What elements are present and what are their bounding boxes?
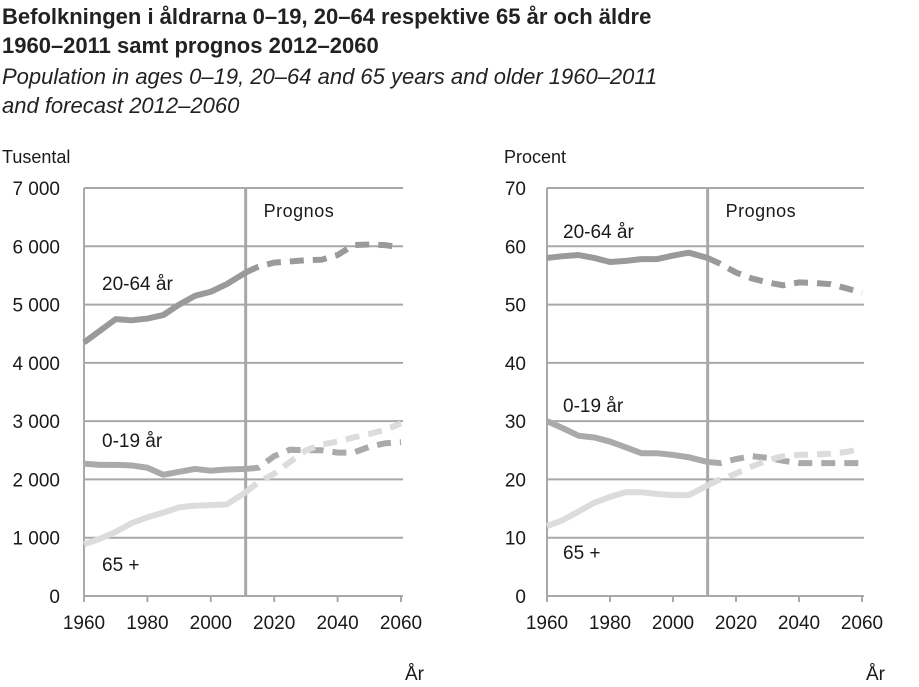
x-tick-label: 2040 [316,613,358,634]
series-label: 0-19 år [102,431,163,452]
x-tick-label: 2060 [380,613,422,634]
series-65-forecast [243,420,403,495]
series-label: 65 + [563,543,601,564]
y-tick-label: 70 [505,179,526,200]
title-line-1: Befolkningen i åldrarna 0–19, 20–64 resp… [2,4,652,29]
forecast-label: Prognos [264,201,335,221]
y-tick-label: 5 000 [12,296,60,317]
x-tick-label: 1960 [63,613,105,634]
y-tick-label: 0 [515,587,526,608]
forecast-label: Prognos [726,201,797,221]
series-20-64-r-forecast [244,241,402,276]
series-20-64-r-actual [82,269,248,345]
x-tick-label: 2000 [652,613,694,634]
y-tick-label: 1 000 [12,529,60,550]
series-0-19-r-actual [545,418,709,465]
x-axis-title: År [866,664,886,685]
series-65-actual [545,482,710,529]
y-axis-title: Tusental [2,147,70,167]
y-tick-label: 3 000 [12,412,60,433]
chart-title: Befolkningen i åldrarna 0–19, 20–64 resp… [2,2,651,60]
series-label: 65 + [102,555,140,576]
series-65-actual [83,489,248,547]
series-label: 0-19 år [563,396,624,417]
y-tick-label: 4 000 [12,354,60,375]
y-tick-label: 2 000 [12,470,60,491]
x-tick-label: 1980 [126,613,168,634]
series-0-19-r-actual [83,460,246,478]
x-tick-label: 2000 [190,613,232,634]
series-label: 20-64 år [563,222,634,243]
series-20-64-r-forecast [706,255,863,296]
y-tick-label: 20 [505,470,526,491]
x-tick-label: 1960 [526,613,568,634]
x-axis-title: År [405,664,425,685]
x-tick-label: 2020 [715,613,757,634]
x-tick-label: 2060 [841,613,883,634]
y-tick-label: 7 000 [12,179,60,200]
y-tick-label: 30 [505,412,526,433]
x-tick-label: 1980 [589,613,631,634]
series-label: 20-64 år [102,274,173,295]
subtitle-line-1: Population in ages 0–19, 20–64 and 65 ye… [2,64,658,89]
chart-subtitle: Population in ages 0–19, 20–64 and 65 ye… [2,62,657,120]
y-tick-label: 40 [505,354,526,375]
x-tick-label: 2020 [253,613,295,634]
y-tick-label: 0 [49,587,60,608]
series-0-19-r-forecast [707,453,862,467]
title-line-2: 1960–2011 samt prognos 2012–2060 [2,33,379,58]
series-65-forecast [706,445,863,488]
series-0-19-r-forecast [245,439,402,472]
x-tick-label: 2040 [778,613,820,634]
series-20-64-r-actual [546,249,709,266]
y-tick-label: 6 000 [12,237,60,258]
y-tick-label: 60 [505,237,526,258]
y-tick-label: 10 [505,529,526,550]
y-axis-title: Procent [504,147,566,167]
subtitle-line-2: and forecast 2012–2060 [2,93,240,118]
y-tick-label: 50 [505,296,526,317]
